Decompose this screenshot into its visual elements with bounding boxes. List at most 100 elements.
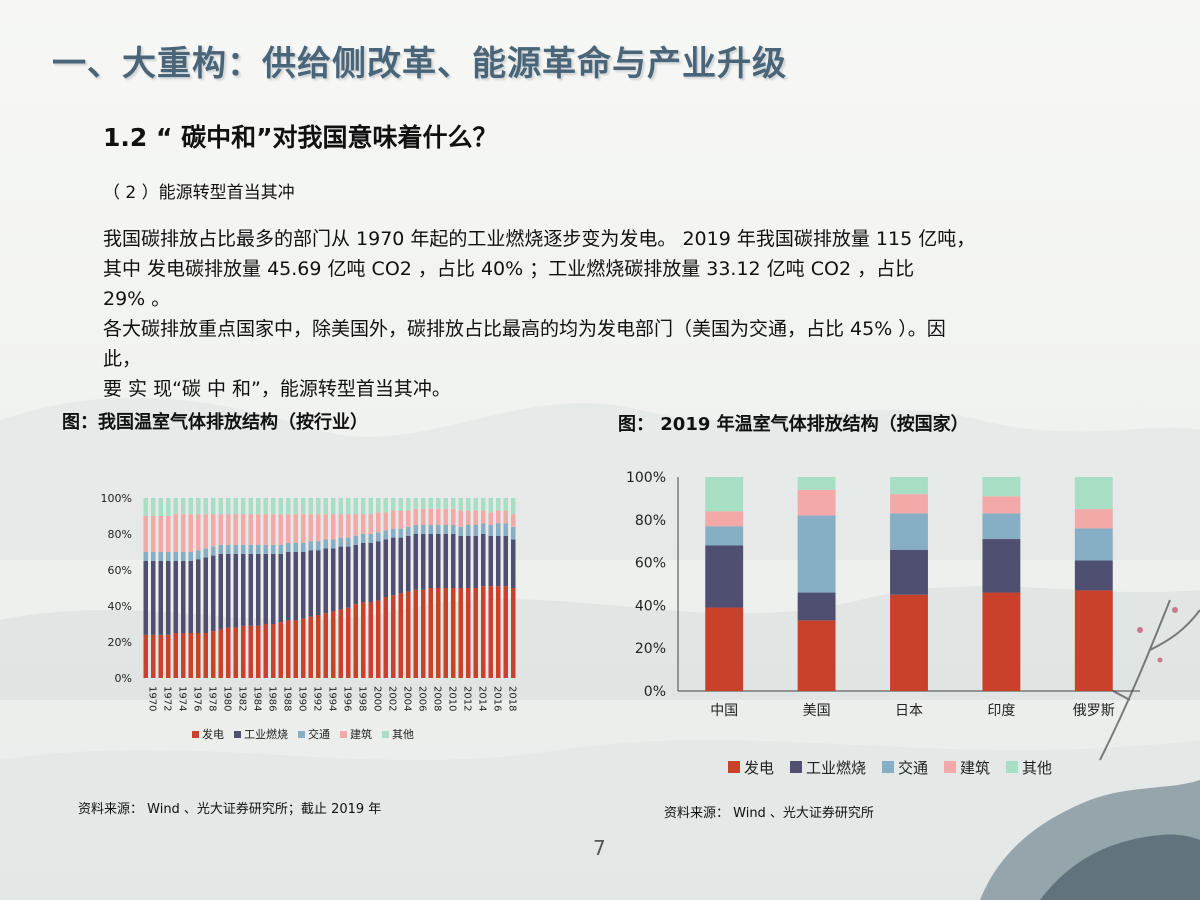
bar-segment bbox=[271, 544, 276, 554]
bar-segment bbox=[226, 544, 231, 554]
bar-segment bbox=[368, 514, 373, 534]
legend-label: 发电 bbox=[744, 759, 774, 777]
sub-title: （ 2 ）能源转型首当其冲 bbox=[103, 183, 295, 203]
bar-segment bbox=[890, 549, 928, 595]
bar-segment bbox=[301, 618, 306, 678]
bar-segment bbox=[338, 609, 343, 678]
x-tick-label: 1978 bbox=[207, 686, 218, 711]
body-line: 各大碳排放重点国家中，除美国外，碳排放占比最高的均为发电部门（美国为交通，占比 … bbox=[103, 318, 946, 340]
x-tick-label: 1982 bbox=[237, 686, 248, 711]
bar-segment bbox=[166, 552, 171, 561]
bar-segment bbox=[797, 592, 836, 621]
bar-segment bbox=[263, 624, 268, 678]
bar-segment bbox=[173, 498, 178, 515]
bar-segment bbox=[316, 514, 321, 542]
x-tick-label: 1972 bbox=[162, 686, 173, 711]
bar-segment bbox=[413, 534, 418, 590]
legend-label: 其他 bbox=[1022, 759, 1052, 777]
bar-segment bbox=[286, 543, 291, 552]
bar-segment bbox=[436, 588, 441, 678]
bar-segment bbox=[286, 620, 291, 678]
x-tick-label: 2006 bbox=[417, 686, 428, 711]
bar-segment bbox=[166, 634, 171, 678]
bar-segment bbox=[241, 498, 246, 515]
bar-segment bbox=[173, 633, 178, 678]
bar-segment bbox=[278, 553, 283, 623]
bar-segment bbox=[241, 625, 246, 678]
bar-segment bbox=[443, 508, 448, 525]
bar-segment bbox=[466, 510, 471, 525]
x-tick-label: 1974 bbox=[177, 686, 188, 711]
x-tick-label: 2004 bbox=[402, 686, 413, 711]
bar-segment bbox=[308, 616, 313, 678]
bar-segment bbox=[143, 498, 148, 516]
y-tick-label: 80% bbox=[635, 513, 666, 529]
legend-label: 其他 bbox=[392, 728, 414, 741]
right-chart-caption: 图： 2019 年温室气体排放结构（按国家） bbox=[618, 414, 969, 435]
legend-label: 交通 bbox=[898, 759, 928, 777]
bar-segment bbox=[890, 494, 928, 514]
bar-segment bbox=[496, 510, 501, 524]
bar-segment bbox=[323, 514, 328, 540]
bar-segment bbox=[143, 561, 148, 635]
bar-segment bbox=[511, 498, 516, 515]
bar-segment bbox=[226, 498, 231, 515]
x-tick-label: 2016 bbox=[492, 686, 503, 711]
bar-segment bbox=[211, 514, 216, 547]
bar-segment bbox=[196, 559, 201, 633]
bar-segment bbox=[398, 537, 403, 594]
legend-label: 工业燃烧 bbox=[244, 727, 288, 741]
bar-segment bbox=[413, 508, 418, 525]
bar-segment bbox=[705, 477, 744, 512]
bar-segment bbox=[308, 550, 313, 617]
bar-segment bbox=[473, 510, 478, 525]
legend-swatch bbox=[728, 761, 740, 773]
bar-segment bbox=[398, 498, 403, 511]
x-tick-label: 1980 bbox=[222, 686, 233, 711]
bar-segment bbox=[391, 528, 396, 538]
bar-segment bbox=[346, 546, 351, 608]
bar-segment bbox=[301, 498, 306, 515]
bar-segment bbox=[368, 534, 373, 543]
bar-segment bbox=[391, 595, 396, 678]
bar-segment bbox=[203, 633, 208, 678]
x-tick-label: 日本 bbox=[895, 703, 923, 719]
bar-segment bbox=[218, 629, 223, 678]
bar-segment bbox=[211, 555, 216, 632]
bar-segment bbox=[256, 553, 261, 626]
bar-segment bbox=[797, 620, 836, 691]
bar-segment bbox=[286, 552, 291, 621]
x-tick-label: 俄罗斯 bbox=[1073, 703, 1115, 719]
bar-segment bbox=[361, 534, 366, 543]
y-tick-label: 0% bbox=[115, 672, 132, 685]
bar-segment bbox=[391, 498, 396, 511]
bar-segment bbox=[286, 498, 291, 515]
bar-segment bbox=[705, 545, 744, 608]
bar-segment bbox=[488, 498, 493, 513]
bar-segment bbox=[368, 602, 373, 678]
bar-segment bbox=[488, 525, 493, 536]
bar-segment bbox=[436, 508, 441, 525]
page-number: 7 bbox=[593, 836, 606, 860]
bar-segment bbox=[436, 525, 441, 534]
bar-segment bbox=[503, 510, 508, 524]
bar-segment bbox=[158, 552, 163, 561]
x-tick-label: 1996 bbox=[342, 686, 353, 711]
bar-segment bbox=[271, 553, 276, 624]
bar-segment bbox=[331, 611, 336, 678]
legend-swatch bbox=[944, 761, 956, 773]
bar-segment bbox=[443, 588, 448, 678]
bar-segment bbox=[797, 489, 836, 516]
x-tick-label: 2010 bbox=[447, 686, 458, 711]
bar-segment bbox=[421, 589, 426, 678]
bar-segment bbox=[368, 543, 373, 603]
bar-segment bbox=[982, 592, 1021, 691]
bar-segment bbox=[890, 513, 928, 550]
y-tick-label: 60% bbox=[108, 564, 132, 577]
bar-segment bbox=[890, 594, 928, 691]
bar-segment bbox=[173, 561, 178, 633]
bar-segment bbox=[203, 514, 208, 549]
legend-label: 工业燃烧 bbox=[806, 759, 866, 777]
bar-segment bbox=[188, 498, 193, 515]
bar-segment bbox=[151, 516, 156, 552]
